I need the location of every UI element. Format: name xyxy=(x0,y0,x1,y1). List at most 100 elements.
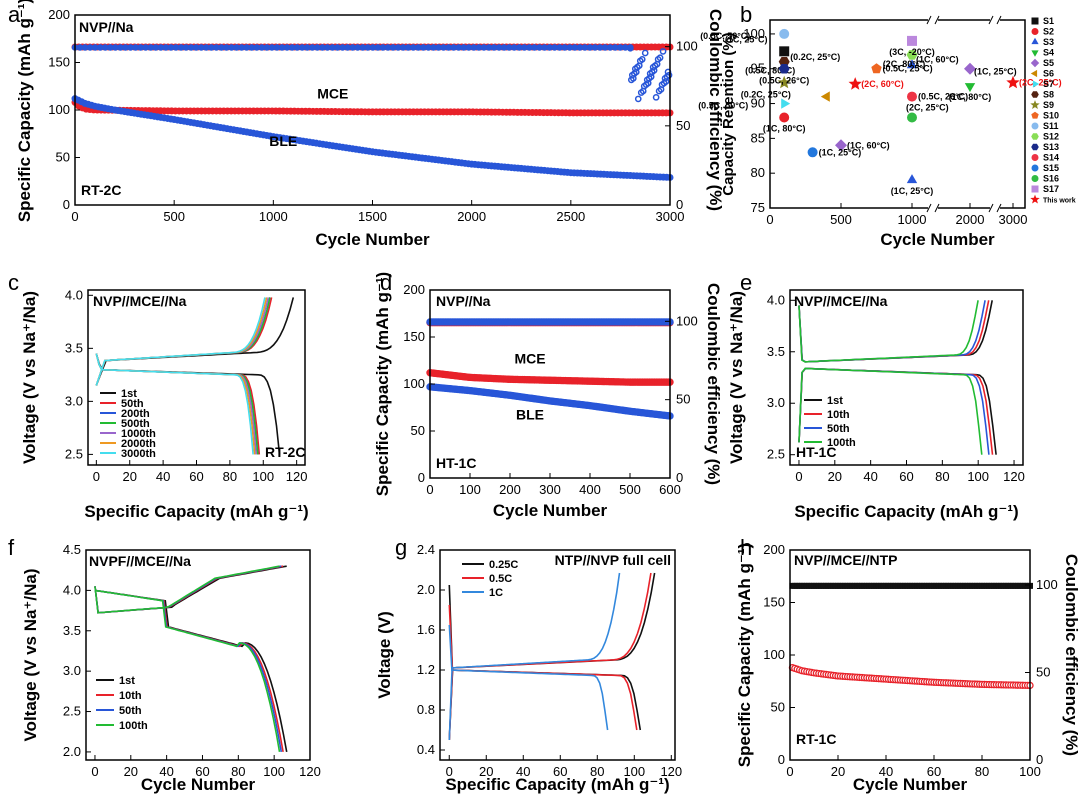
corner-label: HT-1C xyxy=(796,444,836,460)
legend-marker xyxy=(1031,164,1039,172)
y-tick-label: 150 xyxy=(763,595,785,610)
x-tick-label: 20 xyxy=(124,764,138,779)
legend-label: 100th xyxy=(119,720,148,732)
inner-title: NTP//NVP full cell xyxy=(555,552,671,568)
series-line-025c xyxy=(448,584,642,731)
y-tick-label: 0 xyxy=(778,752,785,767)
point-annotation: (1C, 25°C) xyxy=(891,186,934,196)
x-tick-label: 60 xyxy=(927,764,941,779)
inner-title: NVP//MCE//NTP xyxy=(794,552,897,568)
point-annotation: (0.5C, 80°C) xyxy=(745,66,795,76)
legend-marker xyxy=(1031,185,1039,193)
data-point-s4 xyxy=(964,83,976,93)
legend-label: 1st xyxy=(119,675,135,687)
x-tick-label: 2000 xyxy=(956,212,985,227)
data-point-ble-ce xyxy=(659,48,667,55)
legend-marker xyxy=(1030,69,1038,78)
inner-title: NVPF//MCE//Na xyxy=(89,553,191,569)
axis-break-mark xyxy=(934,15,940,25)
series-line-05c xyxy=(448,572,652,741)
y-tick-label: 0 xyxy=(418,470,425,485)
y-tick-label: 50 xyxy=(771,700,785,715)
series-line-3000th xyxy=(95,353,254,455)
y-tick-label: 3.0 xyxy=(65,393,83,408)
y-tick-label: 4.0 xyxy=(767,292,785,307)
corner-label: RT-2C xyxy=(265,444,305,460)
data-point-s16 xyxy=(907,112,917,123)
legend-label: 10th xyxy=(827,409,850,421)
axis-break-gap xyxy=(990,16,1000,24)
x-tick-label: 500 xyxy=(830,212,852,227)
legend-label: 50th xyxy=(827,423,850,435)
legend-label: S16 xyxy=(1043,174,1059,184)
legend-label: S1 xyxy=(1043,16,1054,26)
y-tick-label: 4.5 xyxy=(63,542,81,557)
y2-tick-label: 100 xyxy=(676,39,698,54)
legend-marker xyxy=(1031,50,1039,57)
x-tick-label: 0 xyxy=(446,764,453,779)
y2-tick-label: 50 xyxy=(676,392,690,407)
y-tick-label: 2.4 xyxy=(417,542,435,557)
series-line-1c xyxy=(448,572,621,741)
axis-break-mark xyxy=(996,203,1002,213)
x-tick-label: 80 xyxy=(975,764,989,779)
panel-letter: e xyxy=(740,270,752,295)
x-tick-label: 120 xyxy=(299,764,321,779)
legend-label: S14 xyxy=(1043,153,1059,163)
legend-marker xyxy=(1031,91,1039,98)
data-point-s11 xyxy=(779,28,790,39)
y2-tick-label: 0 xyxy=(676,470,683,485)
series-label-mce: MCE xyxy=(514,350,545,366)
series-label-mce: MCE xyxy=(317,86,348,102)
legend-label: S15 xyxy=(1043,163,1059,173)
point-annotation: (1C, 60°C) xyxy=(847,140,890,150)
x-tick-label: 80 xyxy=(935,469,949,484)
x-tick-label: 100 xyxy=(263,764,285,779)
y-axis-title: Specific Capacity (mAh g⁻¹) xyxy=(735,543,754,767)
x-tick-label: 0 xyxy=(766,212,773,227)
legend-label: This work xyxy=(1043,198,1076,205)
y-axis-title: Specific Capacity (mAh g⁻¹) xyxy=(15,0,34,222)
y-tick-label: 2.5 xyxy=(63,704,81,719)
panel-letter: g xyxy=(395,535,407,560)
y-tick-label: 1.6 xyxy=(417,622,435,637)
y-tick-label: 80 xyxy=(751,165,765,180)
series-label-ble: BLE xyxy=(516,407,544,423)
point-annotation: (1C, 60°C) xyxy=(916,54,959,64)
legend-label: 10th xyxy=(119,690,142,702)
y-axis-title: Voltage (V vs Na⁺/Na) xyxy=(20,291,39,464)
corner-label: RT-2C xyxy=(81,182,121,198)
panel-letter: d xyxy=(380,270,392,295)
chart-panel-c: c 0 20 40 60 80 100 120 2.5 3.0 3.5 4.0 Specific Cap… xyxy=(8,270,309,521)
x-tick-label: 80 xyxy=(590,764,604,779)
series-line-100th xyxy=(94,589,281,753)
point-annotation: (0.2C, 25°C) xyxy=(790,52,840,62)
x-axis-title: Cycle Number xyxy=(493,501,608,520)
point-annotation: (0.5C, 26°C) xyxy=(759,76,809,86)
series-line-1st xyxy=(94,565,287,614)
data-point-ble-ce xyxy=(665,71,673,79)
x-tick-label: 0 xyxy=(786,764,793,779)
y-axis-title: Capacity Retention (%) xyxy=(720,32,737,195)
plot-frame xyxy=(85,549,311,761)
y-tick-label: 85 xyxy=(751,130,765,145)
data-point-s17 xyxy=(907,35,917,46)
legend-label: S8 xyxy=(1043,90,1054,100)
data-point-s14 xyxy=(907,91,917,102)
y-axis-title: Specific Capacity (mAh g⁻¹) xyxy=(373,272,392,496)
y2-tick-label: 50 xyxy=(1036,665,1050,680)
axis-break-mark xyxy=(934,203,940,213)
y-tick-label: 4.0 xyxy=(63,582,81,597)
y-tick-label: 200 xyxy=(763,542,785,557)
axis-break-mark xyxy=(988,203,994,213)
x-tick-label: 0 xyxy=(93,469,100,484)
legend-marker xyxy=(1031,28,1039,35)
data-point-ble-ce xyxy=(638,55,646,63)
data-point-s12 xyxy=(906,50,918,60)
series-line-05c xyxy=(448,604,638,731)
y-tick-label: 2.5 xyxy=(65,446,83,461)
data-point-s5 xyxy=(835,139,847,152)
x-tick-label: 100 xyxy=(967,469,989,484)
point-annotation: (3C, -20°C) xyxy=(889,47,935,57)
